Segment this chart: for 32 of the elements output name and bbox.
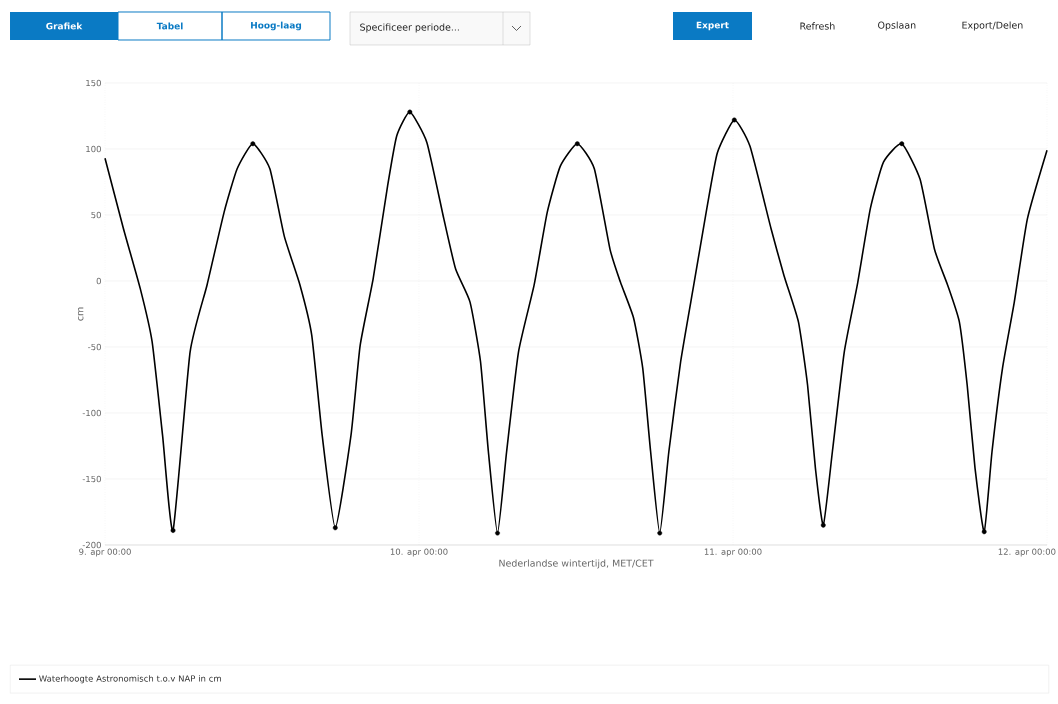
x-tick-label: 10. apr 00:00 <box>390 548 448 557</box>
text: Refresh <box>800 22 835 30</box>
text: Export/Delen <box>962 21 1023 31</box>
text: Grafiek <box>46 22 83 30</box>
text: Expert <box>696 21 729 31</box>
legend-label: Waterhoogte Astronomisch t.o.v NAP in cm <box>39 675 221 684</box>
x-axis-title: Nederlandse wintertijd, MET/CET <box>499 559 654 569</box>
x-tick-label: 9. apr 00:00 <box>79 548 131 557</box>
point <box>250 141 256 147</box>
text: Hoog-laag <box>251 21 302 31</box>
x-tick-label: 12. apr 00:00 <box>998 548 1056 557</box>
x-tick-label: 11. apr 00:00 <box>704 548 762 557</box>
point <box>574 141 580 147</box>
y-tick-label: -200 <box>82 541 101 549</box>
point <box>495 530 500 536</box>
text: Opslaan <box>878 21 916 31</box>
y-axis-title: cm <box>78 307 84 321</box>
point <box>170 528 176 533</box>
text: Specificeer periode... <box>360 23 459 33</box>
point <box>899 141 905 147</box>
y-tick-label: 100 <box>86 145 101 153</box>
point <box>332 525 338 531</box>
point <box>820 522 826 528</box>
y-tick-label: 50 <box>91 211 101 219</box>
y-tick-label: 150 <box>86 79 101 87</box>
y-tick-label: -50 <box>88 343 101 351</box>
text: Tabel <box>156 22 183 30</box>
point <box>981 529 987 535</box>
y-tick-label: -100 <box>82 409 101 417</box>
y-tick-label: -150 <box>82 475 101 483</box>
y-tick-label: 0 <box>96 277 101 285</box>
point <box>657 530 663 536</box>
